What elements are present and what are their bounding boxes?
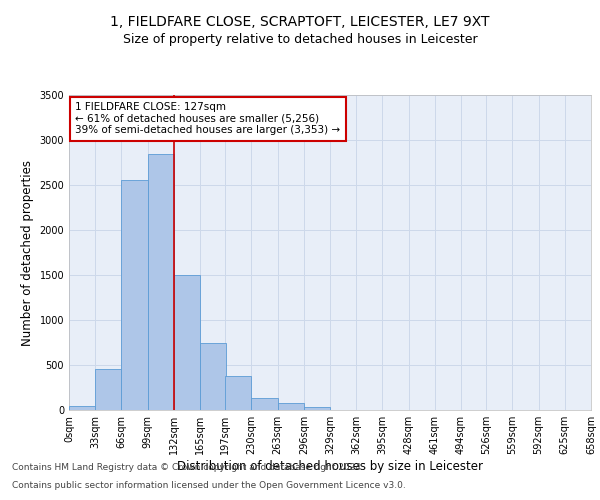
Bar <box>174 275 200 410</box>
Bar <box>69 406 95 410</box>
Bar <box>225 376 251 410</box>
Text: 1 FIELDFARE CLOSE: 127sqm
← 61% of detached houses are smaller (5,256)
39% of se: 1 FIELDFARE CLOSE: 127sqm ← 61% of detac… <box>76 102 340 136</box>
Bar <box>95 368 121 410</box>
Text: Contains HM Land Registry data © Crown copyright and database right 2024.: Contains HM Land Registry data © Crown c… <box>12 464 364 472</box>
Bar <box>251 398 278 410</box>
Text: Contains public sector information licensed under the Open Government Licence v3: Contains public sector information licen… <box>12 481 406 490</box>
Bar <box>200 342 226 410</box>
Text: Size of property relative to detached houses in Leicester: Size of property relative to detached ho… <box>122 32 478 46</box>
Bar <box>304 408 330 410</box>
Y-axis label: Number of detached properties: Number of detached properties <box>21 160 34 346</box>
X-axis label: Distribution of detached houses by size in Leicester: Distribution of detached houses by size … <box>177 460 483 473</box>
Bar <box>121 180 148 410</box>
Bar <box>148 154 174 410</box>
Text: 1, FIELDFARE CLOSE, SCRAPTOFT, LEICESTER, LE7 9XT: 1, FIELDFARE CLOSE, SCRAPTOFT, LEICESTER… <box>110 15 490 29</box>
Bar <box>278 403 304 410</box>
